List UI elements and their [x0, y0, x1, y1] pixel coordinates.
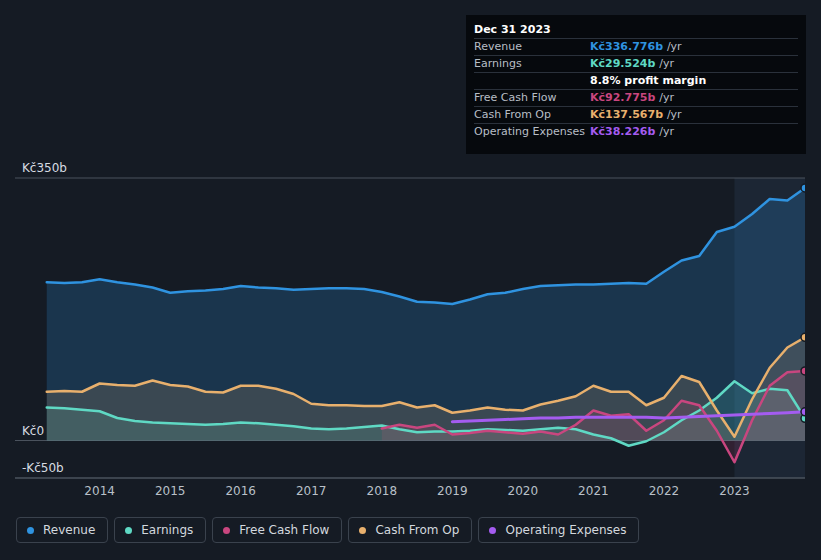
x-tick-label: 2015 [155, 484, 186, 498]
legend-item: Operating Expenses [478, 517, 639, 543]
legend-item: Earnings [114, 517, 206, 543]
tooltip-unit: /yr [659, 57, 674, 70]
tooltip-unit: /yr [659, 91, 674, 104]
tooltip-label: Revenue [474, 39, 522, 55]
tooltip-row: Revenue Kč336.776b /yr [474, 39, 798, 56]
series-line [452, 412, 805, 422]
end-marker [801, 333, 805, 341]
x-tick-label: 2014 [84, 484, 115, 498]
grid-line [15, 178, 805, 179]
tooltip-unit: /yr [667, 108, 682, 121]
tooltip-unit: /yr [659, 125, 674, 138]
y-tick-label: Kč350b [22, 161, 67, 175]
legend-label: Revenue [43, 523, 95, 537]
x-tick-label: 2019 [437, 484, 468, 498]
tooltip-value-text: Kč137.567b [590, 108, 663, 121]
tooltip-value: Kč38.226b /yr [590, 124, 674, 140]
legend-swatch [223, 527, 230, 534]
tooltip-value: Kč92.775b /yr [590, 90, 674, 106]
tooltip-value-text: Kč38.226b [590, 125, 655, 138]
x-tick-label: 2023 [719, 484, 750, 498]
legend-item: Cash From Op [348, 517, 472, 543]
series-line [47, 337, 805, 436]
end-marker [801, 408, 805, 416]
tooltip-value: Kč29.524b /yr [590, 56, 674, 72]
tooltip-value-text: Kč29.524b [590, 57, 655, 70]
tooltip-row: 8.8% profit margin [474, 73, 798, 90]
x-tick-label: 2016 [225, 484, 256, 498]
series-line [47, 188, 805, 304]
tooltip-value: 8.8% profit margin [590, 73, 706, 89]
tooltip-value-text: 8.8% profit margin [590, 74, 706, 87]
tooltip-label: Operating Expenses [474, 124, 585, 140]
tooltip-label: Cash From Op [474, 107, 551, 123]
x-tick-label: 2022 [649, 484, 680, 498]
tooltip-row: Free Cash Flow Kč92.775b /yr [474, 90, 798, 107]
series-line [47, 381, 805, 446]
legend-label: Earnings [141, 523, 193, 537]
x-tick-label: 2020 [508, 484, 539, 498]
legend-swatch [27, 527, 34, 534]
tooltip-value-text: Kč92.775b [590, 91, 655, 104]
tooltip-value: Kč336.776b /yr [590, 39, 682, 55]
tooltip-label: Earnings [474, 56, 522, 72]
legend-label: Free Cash Flow [239, 523, 329, 537]
tooltip-title: Dec 31 2023 [474, 22, 798, 39]
legend: Revenue Earnings Free Cash Flow Cash From O… [16, 517, 639, 543]
legend-label: Cash From Op [375, 523, 459, 537]
tooltip-row: Cash From Op Kč137.567b /yr [474, 107, 798, 124]
grid-line [15, 478, 805, 479]
legend-label: Operating Expenses [505, 523, 626, 537]
y-tick-label: -Kč50b [22, 461, 64, 475]
tooltip-label: Free Cash Flow [474, 90, 557, 106]
y-tick-label: Kč0 [22, 424, 44, 438]
chart-root: {"chart_data": { "type": "line", "x": [2… [0, 0, 821, 560]
legend-item: Revenue [16, 517, 108, 543]
tooltip-value: Kč137.567b /yr [590, 107, 682, 123]
x-tick-label: 2017 [296, 484, 327, 498]
legend-swatch [125, 527, 132, 534]
end-marker [801, 367, 805, 375]
tooltip: Dec 31 2023RevenueKč336.776b /yrEarnings… [466, 15, 806, 154]
x-tick-label: 2021 [578, 484, 609, 498]
x-tick-label: 2018 [367, 484, 398, 498]
end-marker [801, 184, 805, 192]
legend-swatch [489, 527, 496, 534]
x-axis-line [15, 478, 805, 479]
legend-item: Free Cash Flow [212, 517, 342, 543]
tooltip-value-text: Kč336.776b [590, 40, 663, 53]
tooltip-row: Operating Expenses Kč38.226b /yr [474, 124, 798, 140]
legend-swatch [359, 527, 366, 534]
tooltip-row: Earnings Kč29.524b /yr [474, 56, 798, 73]
plot-data [47, 184, 805, 462]
tooltip-unit: /yr [667, 40, 682, 53]
